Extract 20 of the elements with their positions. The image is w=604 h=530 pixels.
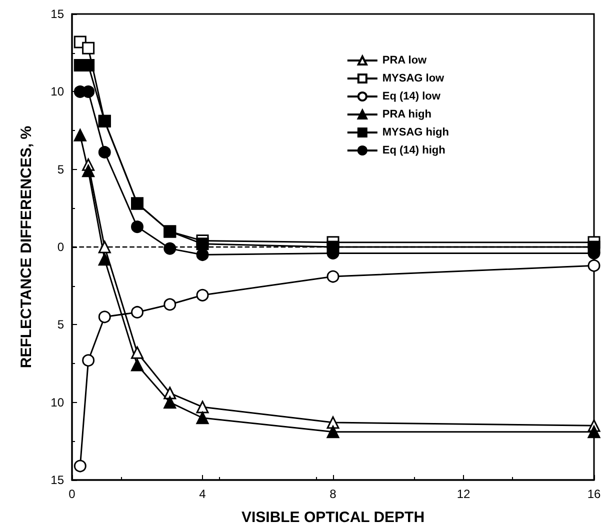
y-tick-label: 10: [50, 395, 64, 410]
x-axis-title: VISIBLE OPTICAL DEPTH: [241, 509, 425, 526]
y-tick-label: 15: [50, 473, 64, 487]
legend-label: MYSAG low: [382, 72, 445, 84]
legend-label: Eq (14) high: [382, 144, 446, 156]
x-tick-label: 0: [68, 487, 76, 501]
legend-label: PRA high: [382, 108, 432, 120]
legend-label: MYSAG high: [382, 126, 450, 138]
x-tick-label: 16: [587, 487, 601, 501]
y-tick-label: 10: [50, 84, 64, 99]
legend-label: PRA low: [382, 54, 428, 66]
y-tick-label: 5: [57, 318, 64, 332]
y-tick-label: 0: [57, 240, 64, 254]
y-axis-title: REFLECTANCE DIFFERENCES, %: [18, 126, 35, 368]
y-tick-label: 5: [57, 162, 64, 176]
y-tick-label: 15: [50, 7, 64, 21]
x-tick-label: 8: [330, 487, 337, 501]
x-tick-label: 12: [456, 487, 470, 501]
legend-label: Eq (14) low: [382, 90, 441, 102]
x-tick-label: 4: [199, 487, 206, 501]
